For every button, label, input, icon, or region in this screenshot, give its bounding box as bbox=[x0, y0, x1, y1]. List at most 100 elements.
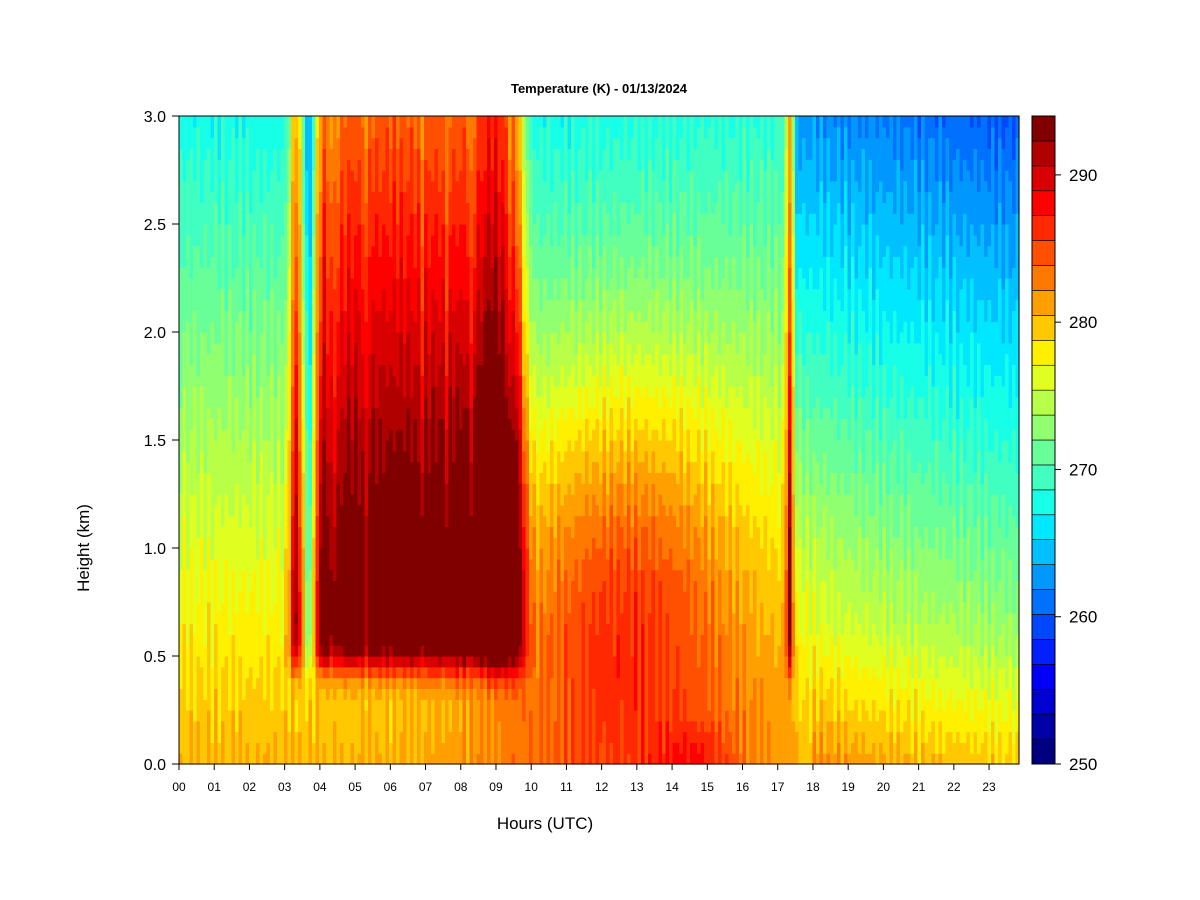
heatmap-cell bbox=[316, 645, 320, 656]
heatmap-cell bbox=[193, 429, 197, 440]
heatmap-cell bbox=[337, 624, 341, 635]
heatmap-cell bbox=[417, 202, 421, 213]
heatmap-cell bbox=[372, 429, 376, 440]
heatmap-cell bbox=[204, 321, 208, 332]
heatmap-cell bbox=[400, 354, 404, 365]
heatmap-cell bbox=[330, 235, 334, 246]
heatmap-cell bbox=[365, 483, 369, 494]
heatmap-cell bbox=[312, 159, 316, 170]
heatmap-cell bbox=[263, 418, 267, 429]
heatmap-cell bbox=[442, 721, 446, 732]
heatmap-cell bbox=[190, 429, 194, 440]
heatmap-cell bbox=[372, 721, 376, 732]
heatmap-cell bbox=[197, 688, 201, 699]
heatmap-cell bbox=[316, 462, 320, 473]
heatmap-cell bbox=[354, 483, 358, 494]
heatmap-cell bbox=[274, 570, 278, 581]
heatmap-cell bbox=[309, 267, 313, 278]
heatmap-cell bbox=[200, 138, 204, 149]
heatmap-cell bbox=[270, 397, 274, 408]
heatmap-cell bbox=[326, 127, 330, 138]
heatmap-cell bbox=[197, 375, 201, 386]
heatmap-cell bbox=[424, 192, 428, 203]
heatmap-cell bbox=[344, 386, 348, 397]
heatmap-cell bbox=[340, 613, 344, 624]
heatmap-cell bbox=[253, 159, 257, 170]
heatmap-cell bbox=[445, 570, 449, 581]
heatmap-cell bbox=[214, 159, 218, 170]
heatmap-cell bbox=[281, 721, 285, 732]
heatmap-cell bbox=[347, 570, 351, 581]
heatmap-cell bbox=[281, 343, 285, 354]
heatmap-cell bbox=[361, 300, 365, 311]
heatmap-cell bbox=[389, 386, 393, 397]
heatmap-cell bbox=[218, 246, 222, 257]
heatmap-cell bbox=[463, 548, 467, 559]
heatmap-cell bbox=[438, 181, 442, 192]
heatmap-cell bbox=[466, 667, 470, 678]
heatmap-cell bbox=[428, 613, 432, 624]
heatmap-cell bbox=[277, 688, 281, 699]
heatmap-cell bbox=[309, 192, 313, 203]
heatmap-cell bbox=[204, 408, 208, 419]
heatmap-cell bbox=[326, 505, 330, 516]
heatmap-cell bbox=[445, 397, 449, 408]
heatmap-cell bbox=[284, 278, 288, 289]
heatmap-cell bbox=[358, 440, 362, 451]
heatmap-cell bbox=[459, 332, 463, 343]
heatmap-cell bbox=[218, 548, 222, 559]
heatmap-cell bbox=[232, 364, 236, 375]
heatmap-cell bbox=[197, 224, 201, 235]
heatmap-cell bbox=[400, 386, 404, 397]
heatmap-cell bbox=[295, 278, 299, 289]
heatmap-cell bbox=[316, 321, 320, 332]
heatmap-cell bbox=[421, 181, 425, 192]
heatmap-cell bbox=[333, 667, 337, 678]
heatmap-cell bbox=[260, 699, 264, 710]
heatmap-cell bbox=[218, 224, 222, 235]
heatmap-cell bbox=[288, 278, 292, 289]
heatmap-cell bbox=[326, 645, 330, 656]
heatmap-cell bbox=[239, 148, 243, 159]
heatmap-cell bbox=[428, 332, 432, 343]
heatmap-cell bbox=[193, 418, 197, 429]
heatmap-cell bbox=[221, 138, 225, 149]
heatmap-cell bbox=[246, 386, 250, 397]
heatmap-cell bbox=[382, 710, 386, 721]
heatmap-cell bbox=[421, 742, 425, 753]
heatmap-cell bbox=[190, 235, 194, 246]
heatmap-cell bbox=[179, 127, 183, 138]
heatmap-cell bbox=[354, 418, 358, 429]
heatmap-cell bbox=[295, 267, 299, 278]
heatmap-cell bbox=[232, 127, 236, 138]
heatmap-cell bbox=[319, 181, 323, 192]
heatmap-cell bbox=[256, 213, 260, 224]
heatmap-cell bbox=[403, 462, 407, 473]
heatmap-cell bbox=[246, 656, 250, 667]
heatmap-cell bbox=[400, 300, 404, 311]
heatmap-cell bbox=[428, 170, 432, 181]
heatmap-cell bbox=[330, 159, 334, 170]
heatmap-cell bbox=[277, 678, 281, 689]
heatmap-cell bbox=[316, 246, 320, 257]
heatmap-cell bbox=[270, 688, 274, 699]
heatmap-cell bbox=[354, 591, 358, 602]
heatmap-cell bbox=[263, 494, 267, 505]
heatmap-cell bbox=[354, 300, 358, 311]
heatmap-cell bbox=[316, 516, 320, 527]
heatmap-cell bbox=[368, 580, 372, 591]
heatmap-cell bbox=[291, 580, 295, 591]
heatmap-cell bbox=[449, 300, 453, 311]
heatmap-cell bbox=[351, 321, 355, 332]
heatmap-cell bbox=[197, 170, 201, 181]
heatmap-cell bbox=[270, 462, 274, 473]
heatmap-cell bbox=[344, 624, 348, 635]
heatmap-cell bbox=[200, 267, 204, 278]
heatmap-cell bbox=[232, 202, 236, 213]
heatmap-cell bbox=[414, 289, 418, 300]
heatmap-cell bbox=[302, 289, 306, 300]
heatmap-cell bbox=[214, 688, 218, 699]
heatmap-cell bbox=[197, 624, 201, 635]
heatmap-cell bbox=[414, 354, 418, 365]
heatmap-cell bbox=[200, 440, 204, 451]
